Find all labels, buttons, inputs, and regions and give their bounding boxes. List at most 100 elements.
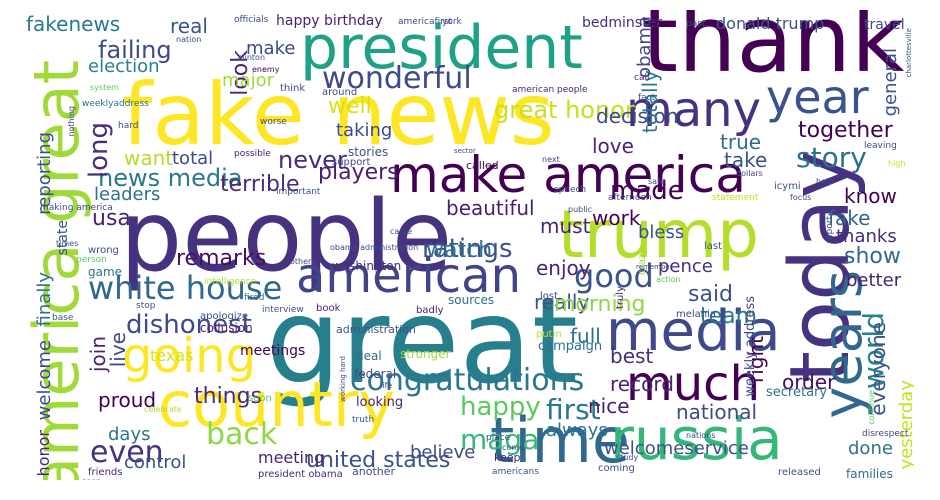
word-enemy: enemy: [252, 65, 280, 74]
word-make: make: [246, 38, 296, 59]
word-lost: lost: [540, 291, 559, 302]
word-intelligence: intelligence: [204, 277, 257, 287]
word-administration: administration: [336, 323, 416, 336]
word-americans: americans: [492, 467, 539, 477]
word-person: person: [76, 255, 107, 265]
word-high: high: [888, 159, 906, 168]
word-called: called: [466, 159, 499, 172]
word-meetings: meetings: [240, 343, 306, 359]
word-even: even: [90, 435, 164, 470]
word-remember: remember: [636, 263, 673, 271]
word-order: order: [782, 370, 836, 394]
word-donald-trump: donald trump: [716, 14, 825, 33]
word-news-media: news media: [98, 164, 243, 192]
word-white-house: white house: [88, 269, 283, 307]
word-take: take: [724, 148, 768, 172]
word-decision: decision: [596, 104, 679, 128]
word-honor: honor: [34, 430, 53, 477]
word-coming: coming: [598, 463, 635, 474]
word-failing: failing: [98, 36, 172, 64]
word-players: players: [318, 160, 399, 185]
word-seen: seen: [82, 478, 101, 481]
word-live: live: [106, 332, 130, 368]
word-past: past: [686, 19, 706, 29]
word-full: full: [570, 324, 601, 348]
word-state: state: [55, 220, 71, 256]
word-president-obama: president obama: [258, 469, 343, 480]
word-national: national: [676, 400, 758, 424]
word-real: real: [170, 14, 208, 38]
word-never: never: [278, 146, 347, 174]
word-terrible: terrible: [220, 172, 300, 197]
word-fake-news: fake news: [122, 65, 555, 165]
word-wonderful: wonderful: [322, 61, 472, 96]
word-love: love: [592, 134, 634, 158]
word-want: want: [124, 146, 174, 170]
word-interview: interview: [262, 305, 304, 315]
word-life: life: [380, 381, 393, 390]
word-fired: fired: [244, 293, 265, 303]
word-first: first: [546, 393, 601, 426]
word-officials: officials: [234, 15, 269, 25]
word-things: things: [194, 384, 263, 409]
word-base: base: [52, 313, 74, 323]
word-keep: keep: [494, 451, 521, 464]
word-morning: morning: [554, 292, 646, 317]
word-going: going: [122, 328, 257, 384]
word-speech: speech: [554, 185, 587, 195]
word-disrespect: disrespect: [862, 429, 909, 439]
word-obama-administration: obama administration: [330, 243, 419, 252]
word-study: study: [616, 453, 639, 462]
word-icymi: icymi: [774, 181, 801, 192]
word-fakenews: fakenews: [26, 12, 121, 36]
word-last: last: [704, 241, 723, 252]
word-join: join: [86, 336, 110, 373]
word-friends: friends: [88, 467, 123, 478]
word-great-honor: great honor: [494, 96, 635, 124]
word-cloud-frame: great people fake news thank president today a…: [26, 10, 914, 480]
word-charlottesville: charlottesville: [905, 28, 913, 78]
word-game: game: [88, 265, 123, 279]
word-people: people: [120, 180, 453, 294]
word-enjoy: enjoy: [536, 256, 591, 280]
word-meeting: meeting: [258, 448, 325, 467]
word-russia: russia: [610, 405, 783, 473]
word-worse: worse: [260, 117, 287, 127]
word-better: better: [846, 270, 902, 291]
word-usa: usa: [92, 206, 131, 231]
word-nation: nation: [176, 35, 202, 44]
word-deal: deal: [356, 349, 382, 363]
word-days: days: [108, 424, 151, 445]
word-believe: believe: [410, 442, 476, 463]
word-possible: possible: [234, 149, 271, 159]
word-campaign: campaign: [538, 339, 603, 354]
word-team: team: [700, 304, 758, 329]
word-afternoon: afternoon: [608, 193, 652, 203]
word-dollars: dollars: [736, 169, 763, 178]
word-stop: stop: [136, 301, 156, 311]
word-happy: happy: [460, 392, 541, 422]
word-back: back: [206, 417, 278, 452]
word-always: always: [546, 420, 608, 441]
word-truth: truth: [352, 415, 375, 425]
word-american-people: american people: [512, 85, 588, 95]
word-soon: soon: [248, 393, 272, 404]
word-together: together: [798, 118, 893, 143]
word-united-states: united states: [306, 448, 451, 473]
word-work: work: [592, 206, 641, 230]
word-american: american: [296, 248, 521, 304]
word-happy-birthday: happy birthday: [276, 13, 383, 29]
word-americafirst: americafirst: [398, 17, 453, 27]
word-said: said: [688, 282, 734, 307]
word-ratings: ratings: [422, 234, 513, 264]
word-made: made: [610, 176, 684, 206]
word-dishonest: dishonest: [126, 310, 252, 340]
word-truly: truly: [615, 286, 626, 310]
word-working-hard: working hard: [339, 356, 347, 402]
word-york: york: [442, 17, 462, 27]
word-well: well: [328, 94, 372, 119]
word-must: must: [540, 214, 591, 238]
word-next: next: [542, 155, 560, 164]
word-continue: continue: [867, 390, 876, 425]
word-best: best: [610, 344, 654, 368]
